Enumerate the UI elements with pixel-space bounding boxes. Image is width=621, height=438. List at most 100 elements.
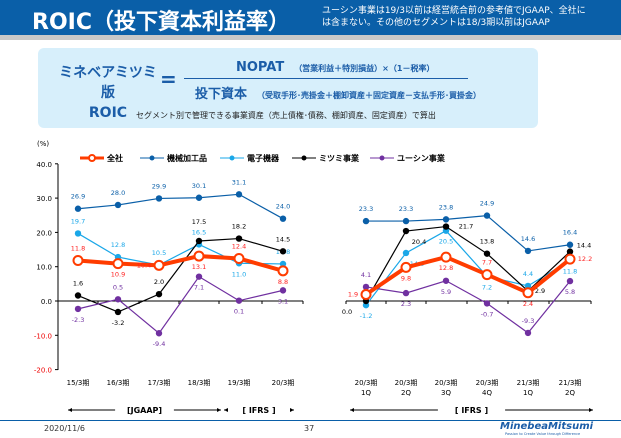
data-point — [442, 223, 450, 230]
numerator-note: （営業利益＋特別損益）×（1－税率） — [294, 64, 435, 73]
data-point — [279, 287, 287, 294]
data-label: 10.4 — [137, 261, 151, 269]
data-point — [74, 292, 82, 299]
data-label: 23.3 — [359, 205, 373, 213]
legend-label: ミツミ事業 — [319, 153, 360, 163]
data-point — [235, 235, 243, 242]
data-label: -2.3 — [72, 316, 85, 324]
y-tick-label: 30.0 — [36, 195, 52, 203]
data-label: 29.9 — [152, 182, 166, 190]
x-tick-label: 16/3期 — [107, 379, 130, 387]
company-logo: MinebeaMitsumi — [500, 421, 594, 432]
data-point — [279, 248, 287, 255]
lhs-line2: ROIC — [88, 105, 128, 121]
y-tick-label: 0.0 — [41, 298, 52, 306]
data-label: 7.2 — [482, 283, 492, 291]
series-line — [77, 254, 284, 273]
data-point — [566, 241, 574, 248]
series-line — [365, 280, 571, 334]
series-line — [365, 225, 571, 302]
data-label: 0.1 — [234, 308, 244, 316]
data-point — [360, 288, 372, 300]
header-note: ユーシン事業は19/3以前は経営統合前の参考値でJGAAP、全社には含まない。そ… — [322, 6, 586, 28]
data-point — [153, 259, 165, 271]
y-tick-label: -10.0 — [34, 332, 52, 340]
roic-chart: (%) 40.0 30.0 20.0 10.0 0.0 -10.0 -20.0 15/3期 16/… — [34, 140, 593, 415]
x-tick-label: 21/3期 — [517, 379, 540, 387]
data-point — [279, 215, 287, 222]
data-label: 24.0 — [276, 203, 290, 211]
data-point — [362, 283, 370, 291]
x-tick-label: 20/3期 — [395, 379, 418, 387]
x-tick-label: 2Q — [565, 389, 575, 397]
footer-divider — [0, 420, 621, 421]
data-label: 2.4 — [523, 300, 533, 308]
series-line — [77, 237, 284, 313]
data-point — [74, 205, 82, 212]
arrow-head — [224, 408, 228, 412]
header-divider — [0, 35, 621, 40]
data-label: 9.8 — [401, 274, 411, 282]
arrow-head — [350, 408, 354, 412]
legend-label: 全社 — [106, 153, 123, 163]
data-label: 13.1 — [192, 263, 206, 271]
data-label: 2.9 — [535, 287, 545, 295]
data-label: 20.4 — [412, 238, 426, 246]
period-label: [ IFRS ] — [455, 406, 488, 415]
legend-label: 機械加工品 — [167, 153, 207, 163]
denominator-label: 投下資本 — [195, 87, 248, 102]
x-tick-label: 19/3期 — [228, 379, 251, 387]
data-label: 2.3 — [401, 300, 411, 308]
x-tick-label: 3Q — [441, 389, 451, 397]
data-point — [235, 191, 243, 198]
data-label: -9.4 — [153, 340, 166, 348]
legend-marker — [149, 155, 155, 161]
formula-lhs: ミネベアミツミ版 ROIC — [58, 63, 158, 123]
page-number: 37 — [304, 424, 315, 433]
data-point — [402, 227, 410, 235]
data-label: 0.0 — [342, 308, 352, 316]
data-label: 11.8 — [563, 268, 577, 276]
arrow-head — [290, 408, 294, 412]
series-line — [77, 232, 284, 266]
legend-marker — [301, 155, 307, 161]
x-tick-label: 1Q — [361, 389, 371, 397]
formula-box — [38, 48, 538, 128]
arrow-head — [217, 408, 221, 412]
series-line — [366, 214, 571, 252]
data-point — [114, 308, 122, 316]
data-label: 17.5 — [192, 218, 206, 226]
x-tick-label: 21/3期 — [559, 379, 582, 387]
y-tick-label: 40.0 — [36, 161, 52, 169]
data-point — [400, 261, 412, 273]
data-point — [402, 289, 410, 297]
denominator-note: （受取手形･売掛金＋棚卸資産＋固定資産－支払手形･買掛金） — [257, 91, 482, 100]
legend-label: 電子機器 — [247, 153, 280, 163]
data-point — [195, 237, 203, 245]
data-label: 21.7 — [459, 223, 473, 231]
x-tick-label: 20/3期 — [272, 379, 295, 387]
data-point — [195, 273, 203, 280]
series-line — [77, 193, 284, 220]
y-tick-label: 20.0 — [36, 229, 52, 237]
fraction-line — [184, 78, 468, 79]
lhs-line1: ミネベアミツミ版 — [59, 65, 157, 101]
data-label: 24.9 — [480, 200, 494, 208]
data-label: 7.1 — [194, 284, 204, 292]
formula-subnote: セグメント別で管理できる事業資産（売上債権･債務、棚卸資産、固定資産）で算出 — [136, 111, 436, 120]
footer-date: 2020/11/6 — [44, 424, 86, 433]
data-label: 5.9 — [441, 288, 451, 296]
series-line — [364, 254, 572, 297]
legend-label: ユーシン事業 — [397, 153, 446, 163]
data-point — [522, 287, 534, 299]
data-point — [195, 194, 203, 201]
data-label: -9.3 — [522, 317, 535, 325]
equals-sign: = — [160, 67, 177, 91]
numerator-label: NOPAT — [236, 60, 285, 75]
x-tick-label: 20/3期 — [476, 379, 499, 387]
data-label: 10.9 — [111, 271, 125, 279]
page-title: ROIC（投下資本利益率） — [32, 10, 290, 35]
data-label: 23.8 — [439, 203, 453, 211]
data-label: 14.6 — [521, 235, 535, 243]
data-label: 16.4 — [563, 229, 577, 237]
